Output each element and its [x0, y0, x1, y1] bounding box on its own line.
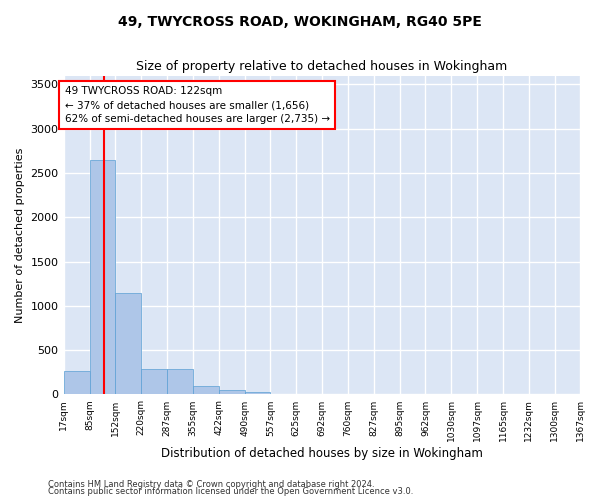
Bar: [167, 369, 193, 394]
Bar: [64, 370, 89, 394]
Text: 49 TWYCROSS ROAD: 122sqm
← 37% of detached houses are smaller (1,656)
62% of sem: 49 TWYCROSS ROAD: 122sqm ← 37% of detach…: [65, 86, 330, 124]
Bar: [89, 160, 115, 394]
Y-axis label: Number of detached properties: Number of detached properties: [15, 148, 25, 322]
Text: 49, TWYCROSS ROAD, WOKINGHAM, RG40 5PE: 49, TWYCROSS ROAD, WOKINGHAM, RG40 5PE: [118, 15, 482, 29]
Text: Contains public sector information licensed under the Open Government Licence v3: Contains public sector information licen…: [48, 487, 413, 496]
Text: Contains HM Land Registry data © Crown copyright and database right 2024.: Contains HM Land Registry data © Crown c…: [48, 480, 374, 489]
Title: Size of property relative to detached houses in Wokingham: Size of property relative to detached ho…: [136, 60, 508, 73]
Bar: [115, 292, 141, 394]
Bar: [245, 392, 271, 394]
Bar: [141, 369, 167, 394]
Bar: [193, 386, 218, 394]
X-axis label: Distribution of detached houses by size in Wokingham: Distribution of detached houses by size …: [161, 447, 483, 460]
Bar: [218, 390, 245, 394]
